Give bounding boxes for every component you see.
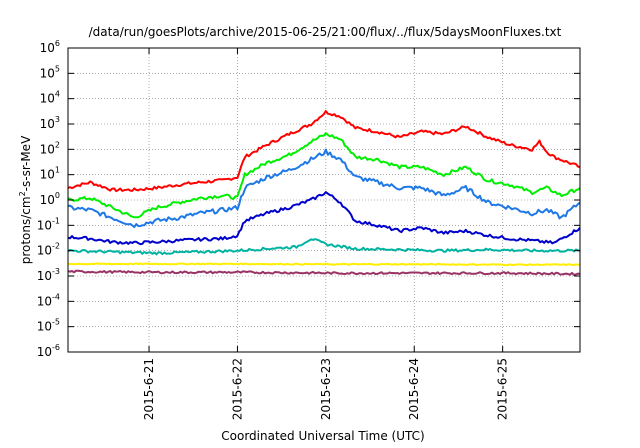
series-line-3 bbox=[67, 148, 581, 229]
y-tick-exp: -1 bbox=[52, 216, 60, 225]
y-tick-exp: -3 bbox=[52, 267, 60, 276]
y-tick-base: 10 bbox=[37, 218, 52, 232]
y-tick-base: 10 bbox=[40, 142, 55, 156]
y-tick-label: 104 bbox=[40, 90, 60, 106]
y-tick-label: 10-4 bbox=[37, 292, 60, 308]
series-group bbox=[67, 110, 581, 276]
y-axis-label: protons/cm2-s-sr-MeV bbox=[18, 135, 33, 264]
y-tick-label: 10-1 bbox=[37, 216, 60, 232]
y-tick-label: 102 bbox=[40, 140, 60, 156]
y-tick-base: 10 bbox=[37, 294, 52, 308]
y-tick-label: 105 bbox=[40, 64, 60, 80]
series-line-2 bbox=[67, 132, 581, 219]
series-line-5 bbox=[67, 238, 581, 256]
y-tick-exp: 1 bbox=[55, 166, 60, 175]
y-tick-exp: -4 bbox=[52, 292, 60, 301]
series-line-6 bbox=[67, 262, 581, 267]
y-axis-label-suffix: -s-sr-MeV bbox=[19, 135, 33, 191]
y-tick-base: 10 bbox=[37, 345, 52, 359]
y-tick-base: 10 bbox=[40, 66, 55, 80]
y-tick-label: 10-2 bbox=[37, 242, 60, 258]
y-tick-label: 101 bbox=[40, 166, 60, 182]
y-axis: 10-610-510-410-310-210-11001011021031041… bbox=[37, 39, 580, 359]
x-axis-label: Coordinated Universal Time (UTC) bbox=[221, 429, 424, 443]
y-tick-exp: -6 bbox=[52, 343, 60, 352]
x-tick-label: 2015-6-23 bbox=[319, 358, 333, 420]
y-tick-label: 10-6 bbox=[37, 343, 60, 359]
y-tick-base: 10 bbox=[37, 244, 52, 258]
y-axis-label-prefix: protons/cm bbox=[19, 196, 33, 264]
y-tick-exp: 5 bbox=[55, 64, 60, 73]
series-line-7 bbox=[67, 269, 581, 276]
y-tick-base: 10 bbox=[40, 92, 55, 106]
x-tick-label: 2015-6-24 bbox=[407, 358, 421, 420]
y-tick-exp: 2 bbox=[55, 140, 60, 149]
y-tick-label: 106 bbox=[40, 39, 60, 55]
series-line-4 bbox=[67, 191, 581, 246]
y-tick-label: 103 bbox=[40, 115, 60, 131]
series-line-1 bbox=[67, 110, 581, 193]
y-tick-base: 10 bbox=[40, 41, 55, 55]
y-tick-exp: 3 bbox=[55, 115, 60, 124]
grid bbox=[68, 48, 580, 352]
y-axis-label-sup: 2 bbox=[18, 191, 27, 196]
y-tick-exp: 0 bbox=[55, 191, 60, 200]
y-tick-exp: -2 bbox=[52, 242, 60, 251]
y-tick-base: 10 bbox=[37, 320, 52, 334]
y-tick-exp: -5 bbox=[52, 318, 60, 327]
x-tick-label: 2015-6-21 bbox=[142, 358, 156, 420]
chart-title: /data/run/goesPlots/archive/2015-06-25/2… bbox=[89, 25, 562, 39]
y-tick-exp: 4 bbox=[55, 90, 60, 99]
y-tick-label: 10-3 bbox=[37, 267, 60, 283]
x-tick-label: 2015-6-25 bbox=[496, 358, 510, 420]
y-tick-base: 10 bbox=[40, 117, 55, 131]
y-tick-base: 10 bbox=[37, 269, 52, 283]
x-tick-label: 2015-6-22 bbox=[230, 358, 244, 420]
y-tick-exp: 6 bbox=[55, 39, 60, 48]
x-axis: 2015-6-21 2015-6-22 2015-6-23 2015-6-24 2015… bbox=[142, 48, 510, 420]
y-tick-base: 10 bbox=[40, 193, 55, 207]
y-tick-label: 100 bbox=[40, 191, 60, 207]
y-tick-base: 10 bbox=[40, 168, 55, 182]
y-tick-label: 10-5 bbox=[37, 318, 60, 334]
